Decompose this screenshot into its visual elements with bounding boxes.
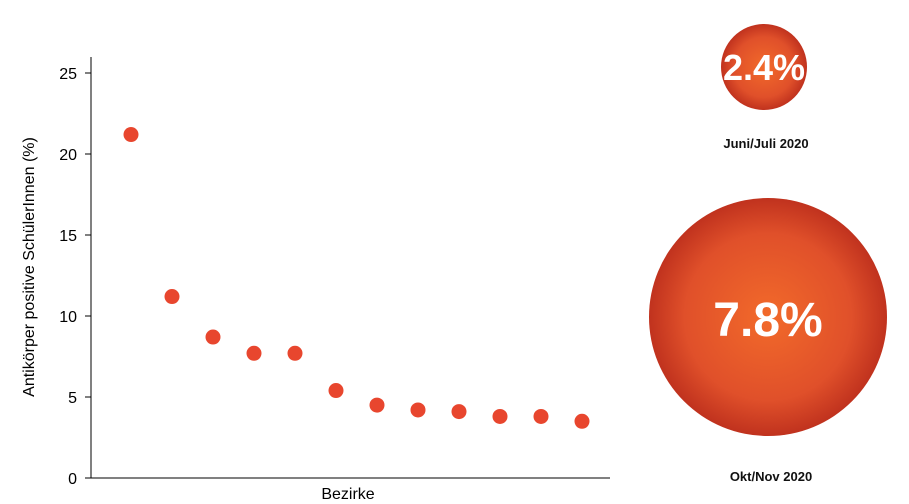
bubble-circle-large xyxy=(649,198,887,436)
y-tick-label: 25 xyxy=(59,66,77,83)
data-point xyxy=(410,402,426,418)
y-tick-label: 20 xyxy=(59,147,77,164)
y-ticks: 0 5 10 15 20 25 xyxy=(59,66,91,488)
y-tick-label: 5 xyxy=(68,390,77,407)
data-point xyxy=(492,408,508,424)
x-axis-title: Bezirke xyxy=(321,486,374,503)
data-point xyxy=(246,345,262,361)
y-tick-label: 10 xyxy=(59,309,77,326)
bubble-caption-large: Okt/Nov 2020 xyxy=(730,469,812,484)
data-point xyxy=(123,127,139,143)
data-point xyxy=(164,289,180,305)
bubble-caption-small: Juni/Juli 2020 xyxy=(723,136,808,151)
data-point xyxy=(533,408,549,424)
data-point xyxy=(287,345,303,361)
data-point xyxy=(205,329,221,345)
data-point xyxy=(451,404,467,420)
data-point xyxy=(369,397,385,413)
bubble-oktnov: 7.8% Okt/Nov 2020 xyxy=(649,198,887,484)
bubble-circle-small xyxy=(721,24,807,110)
data-points xyxy=(123,127,590,429)
data-point xyxy=(328,383,344,399)
y-axis-title: Antikörper positive SchülerInnen (%) xyxy=(21,137,38,397)
bubble-junijuli: 2.4% Juni/Juli 2020 xyxy=(721,24,809,151)
y-tick-label: 0 xyxy=(68,471,77,488)
bubble-value-large: 7.8% xyxy=(713,294,822,347)
bubble-value-small: 2.4% xyxy=(723,47,805,88)
data-point xyxy=(574,413,590,429)
y-tick-label: 15 xyxy=(59,228,77,245)
